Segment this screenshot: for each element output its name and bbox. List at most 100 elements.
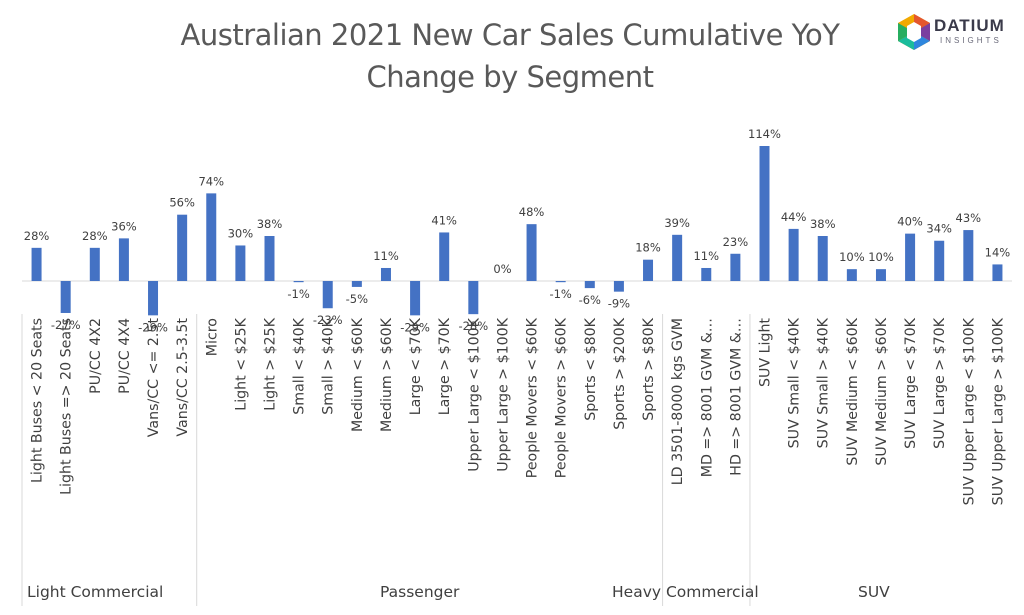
category-label: Micro xyxy=(204,318,220,356)
bar xyxy=(963,230,974,281)
bar xyxy=(439,232,450,281)
bar xyxy=(934,240,945,281)
data-label: 11% xyxy=(373,249,399,263)
bar xyxy=(468,281,479,315)
data-label: -28% xyxy=(458,319,488,333)
datium-logo-icon xyxy=(898,14,930,50)
chart-title-line-2: Change by Segment xyxy=(366,60,654,94)
bar xyxy=(613,281,624,292)
chart-title-line-1: Australian 2021 New Car Sales Cumulative… xyxy=(180,18,841,52)
category-label: SUV Medium < $60K xyxy=(845,317,861,465)
category-label: SUV Small > $40K xyxy=(816,317,832,448)
category-label: Light > $25K xyxy=(263,317,279,410)
category-label: Small < $40K xyxy=(292,317,308,414)
bar xyxy=(89,247,100,281)
category-label: Large < $70K xyxy=(408,317,424,415)
bar xyxy=(672,234,683,281)
category-label: HD => 8001 GVM &… xyxy=(728,318,744,476)
datium-logo: DATIUM INSIGHTS xyxy=(896,12,1016,54)
data-label: 39% xyxy=(664,216,690,230)
category-label: Medium < $60K xyxy=(350,317,366,432)
bar xyxy=(293,281,304,283)
bar xyxy=(177,214,188,281)
bar xyxy=(410,281,421,316)
bar xyxy=(322,281,333,309)
data-label: 23% xyxy=(723,235,749,249)
category-label: Upper Large > $100K xyxy=(495,317,511,471)
category-label: LD 3501-8000 kgs GVM xyxy=(670,318,686,485)
data-label: 28% xyxy=(24,229,50,243)
category-label: Sports > $80K xyxy=(641,317,657,420)
category-label: SUV Large < $70K xyxy=(903,317,919,449)
data-label: 38% xyxy=(257,217,283,231)
category-label: Light Buses < 20 Seats xyxy=(30,318,46,483)
group-label: Light Commercial xyxy=(27,583,164,601)
category-label: Medium > $60K xyxy=(379,317,395,432)
bar xyxy=(701,267,712,281)
bar xyxy=(788,228,799,281)
data-label: 10% xyxy=(868,250,894,264)
category-label: SUV Small < $40K xyxy=(787,317,803,448)
bar xyxy=(351,281,362,287)
bar xyxy=(235,245,246,281)
data-label: 36% xyxy=(111,219,137,233)
data-label: -29% xyxy=(400,320,430,334)
data-label: 0% xyxy=(493,262,511,276)
category-label: Light Buses => 20 Seats xyxy=(59,318,75,495)
data-label: 114% xyxy=(748,127,781,141)
data-label: 28% xyxy=(82,229,108,243)
bar xyxy=(817,236,828,281)
data-label: -9% xyxy=(608,297,630,311)
data-label: -6% xyxy=(579,293,601,307)
category-label: Light < $25K xyxy=(233,317,249,410)
category-label: SUV Upper Large < $100K xyxy=(961,317,977,505)
category-label: Vans/CC <= 2.5t xyxy=(146,318,162,438)
category-label: Large > $70K xyxy=(437,317,453,415)
data-label: -1% xyxy=(287,287,309,301)
data-label: 34% xyxy=(926,222,952,236)
data-label: 43% xyxy=(956,211,982,225)
data-label: 44% xyxy=(781,210,807,224)
bar xyxy=(526,224,537,281)
group-label: Heavy Commercial xyxy=(612,583,759,601)
bar xyxy=(60,281,71,313)
bar xyxy=(846,269,857,281)
bar xyxy=(875,269,886,281)
category-label: Upper Large < $100K xyxy=(466,317,482,471)
category-label: SUV Light xyxy=(758,318,774,387)
bar xyxy=(584,281,595,289)
data-label: -23% xyxy=(313,313,343,327)
bar xyxy=(759,146,770,281)
chart-title: Australian 2021 New Car Sales Cumulative… xyxy=(120,14,900,98)
logo-wordmark: DATIUM xyxy=(934,16,1005,35)
bar xyxy=(992,264,1003,281)
bar xyxy=(118,238,129,281)
category-label: Sports < $80K xyxy=(583,317,599,420)
bar xyxy=(31,247,42,281)
bar xyxy=(905,233,916,281)
bar xyxy=(643,259,654,281)
bar xyxy=(264,236,275,281)
category-label: SUV Upper Large > $100K xyxy=(990,317,1006,505)
data-label: 56% xyxy=(169,196,195,210)
data-label: -29% xyxy=(138,320,168,334)
data-label: -27% xyxy=(51,318,81,332)
category-label: SUV Medium > $60K xyxy=(874,317,890,465)
bar xyxy=(555,281,566,283)
bar xyxy=(148,281,159,316)
category-label: People Movers > $60K xyxy=(554,317,570,478)
bar xyxy=(206,193,217,281)
group-label: Passenger xyxy=(380,583,460,601)
category-label: SUV Large > $70K xyxy=(932,317,948,449)
category-label: PU/CC 4X2 xyxy=(88,318,104,394)
data-label: -1% xyxy=(549,287,571,301)
category-label: People Movers < $60K xyxy=(525,317,541,478)
category-label: MD => 8001 GVM &… xyxy=(699,318,715,477)
data-label: 14% xyxy=(985,245,1011,259)
data-label: 74% xyxy=(198,174,224,188)
data-label: -5% xyxy=(346,292,368,306)
data-label: 40% xyxy=(897,215,923,229)
data-label: 38% xyxy=(810,217,836,231)
data-label: 48% xyxy=(519,205,545,219)
